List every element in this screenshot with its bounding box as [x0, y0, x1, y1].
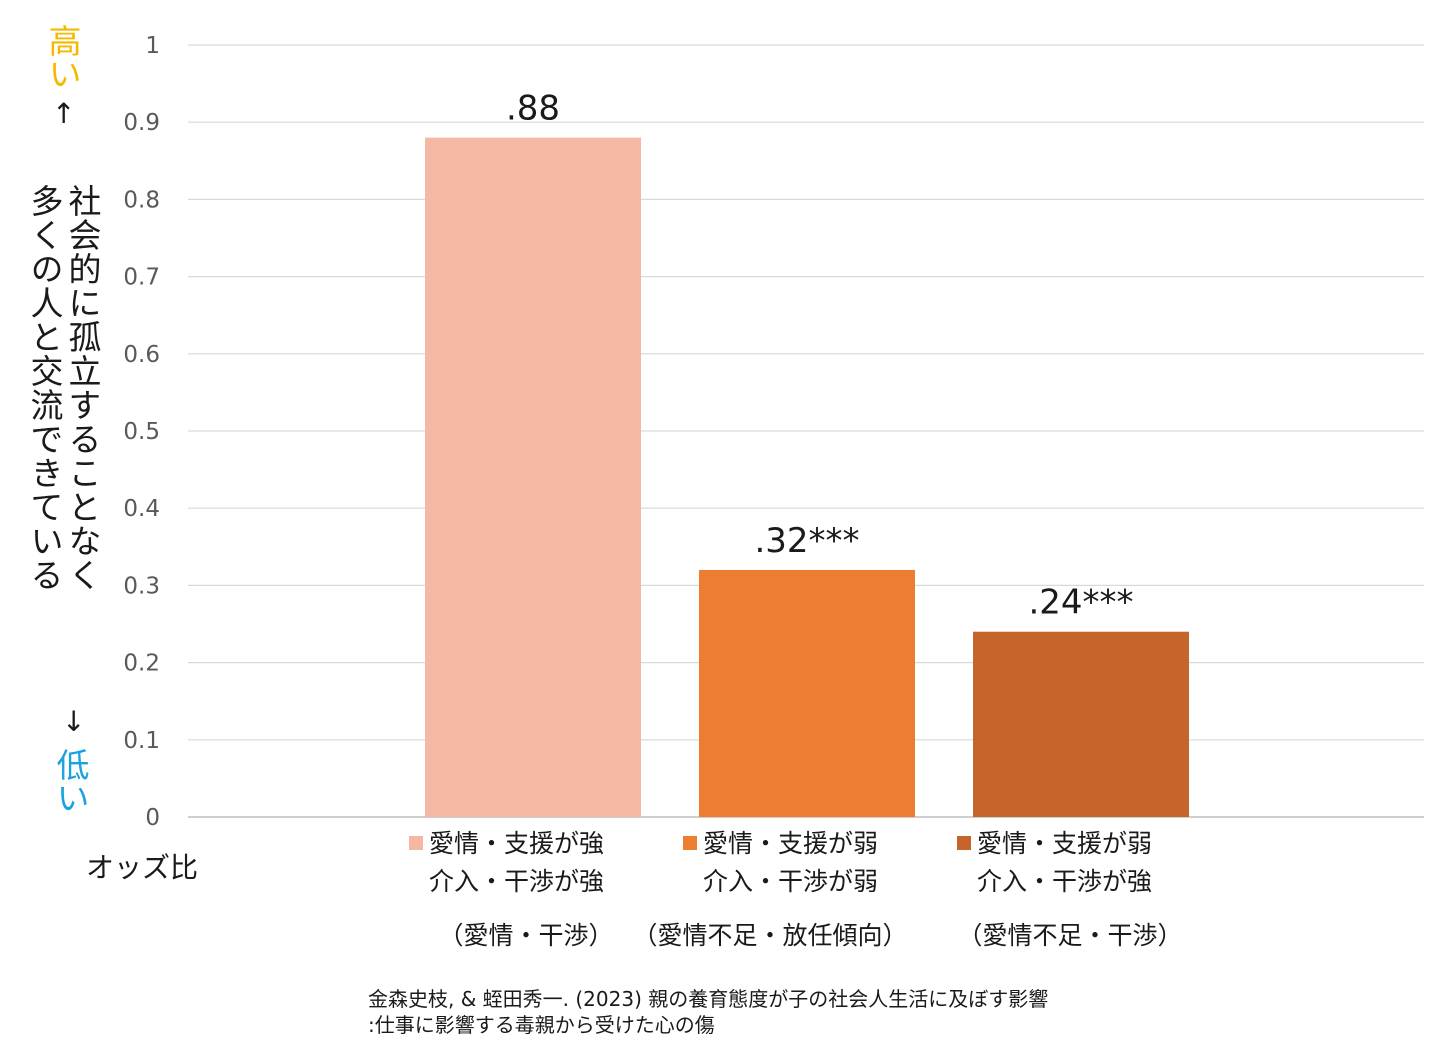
low-label: 低い: [51, 748, 90, 814]
legend-label-line1: 愛情・支援が強: [429, 829, 604, 858]
y-tick-label: 0.1: [123, 728, 160, 754]
y-tick-label: 0.4: [123, 496, 160, 522]
y-tick-label: 1: [145, 33, 160, 59]
down-arrow-icon: ↓: [62, 705, 86, 738]
bar-value-label: .32***: [754, 521, 859, 561]
group-label: （愛情不足・干渉）: [957, 921, 1182, 950]
legend: 愛情・支援が強介入・干渉が強愛情・支援が弱介入・干渉が弱愛情・支援が弱介入・干渉…: [409, 829, 1152, 896]
bar: [425, 137, 641, 817]
y-axis-title-line2: 多くの人と交流できている: [25, 184, 64, 592]
y-axis-title-line1: 社会的に孤立することなく: [63, 184, 102, 592]
group-label: （愛情・干渉）: [438, 921, 613, 950]
legend-label-line2: 介入・干渉が弱: [703, 867, 878, 896]
bar: [699, 569, 915, 817]
source-line1: 金森史枝, & 蛭田秀一. (2023) 親の養育態度が子の社会人生活に及ぼす影…: [368, 987, 1049, 1011]
legend-label-line2: 介入・干渉が強: [429, 867, 604, 896]
group-label: （愛情不足・放任傾向）: [632, 921, 907, 950]
bar-value-label: .24***: [1028, 583, 1133, 623]
y-tick-label: 0.7: [123, 265, 160, 291]
odds-ratio-label: オッズ比: [86, 851, 199, 884]
up-arrow-icon: ↑: [52, 97, 76, 130]
high-label: 高い: [43, 24, 82, 90]
group-labels: （愛情・干渉） （愛情不足・放任傾向） （愛情不足・干渉）: [438, 921, 1182, 950]
y-tick-label: 0.2: [123, 651, 160, 677]
y-tick-labels: 0 0.1 0.2 0.3 0.4 0.5 0.6 0.7 0.8 0.9 1: [123, 33, 160, 831]
y-tick-label: 0.8: [123, 187, 160, 213]
data-labels: .88 .32*** .24***: [506, 89, 1134, 623]
y-tick-label: 0.9: [123, 110, 160, 136]
source-citation: 金森史枝, & 蛭田秀一. (2023) 親の養育態度が子の社会人生活に及ぼす影…: [368, 986, 1048, 1038]
y-tick-label: 0: [145, 805, 160, 831]
gridlines: [188, 44, 1424, 818]
legend-label-line1: 愛情・支援が弱: [977, 829, 1152, 858]
y-tick-label: 0.5: [123, 419, 160, 445]
source-line2: :仕事に影響する毒親から受けた心の傷: [368, 1013, 715, 1037]
legend-label-line1: 愛情・支援が弱: [703, 829, 878, 858]
legend-swatch: [683, 836, 697, 850]
legend-swatch: [409, 836, 423, 850]
bar-value-label: .88: [506, 89, 560, 129]
bars: [425, 137, 1189, 817]
bar: [973, 631, 1189, 817]
legend-label-line2: 介入・干渉が強: [977, 867, 1152, 896]
y-tick-label: 0.6: [123, 342, 160, 368]
legend-swatch: [957, 836, 971, 850]
y-tick-label: 0.3: [123, 573, 160, 599]
